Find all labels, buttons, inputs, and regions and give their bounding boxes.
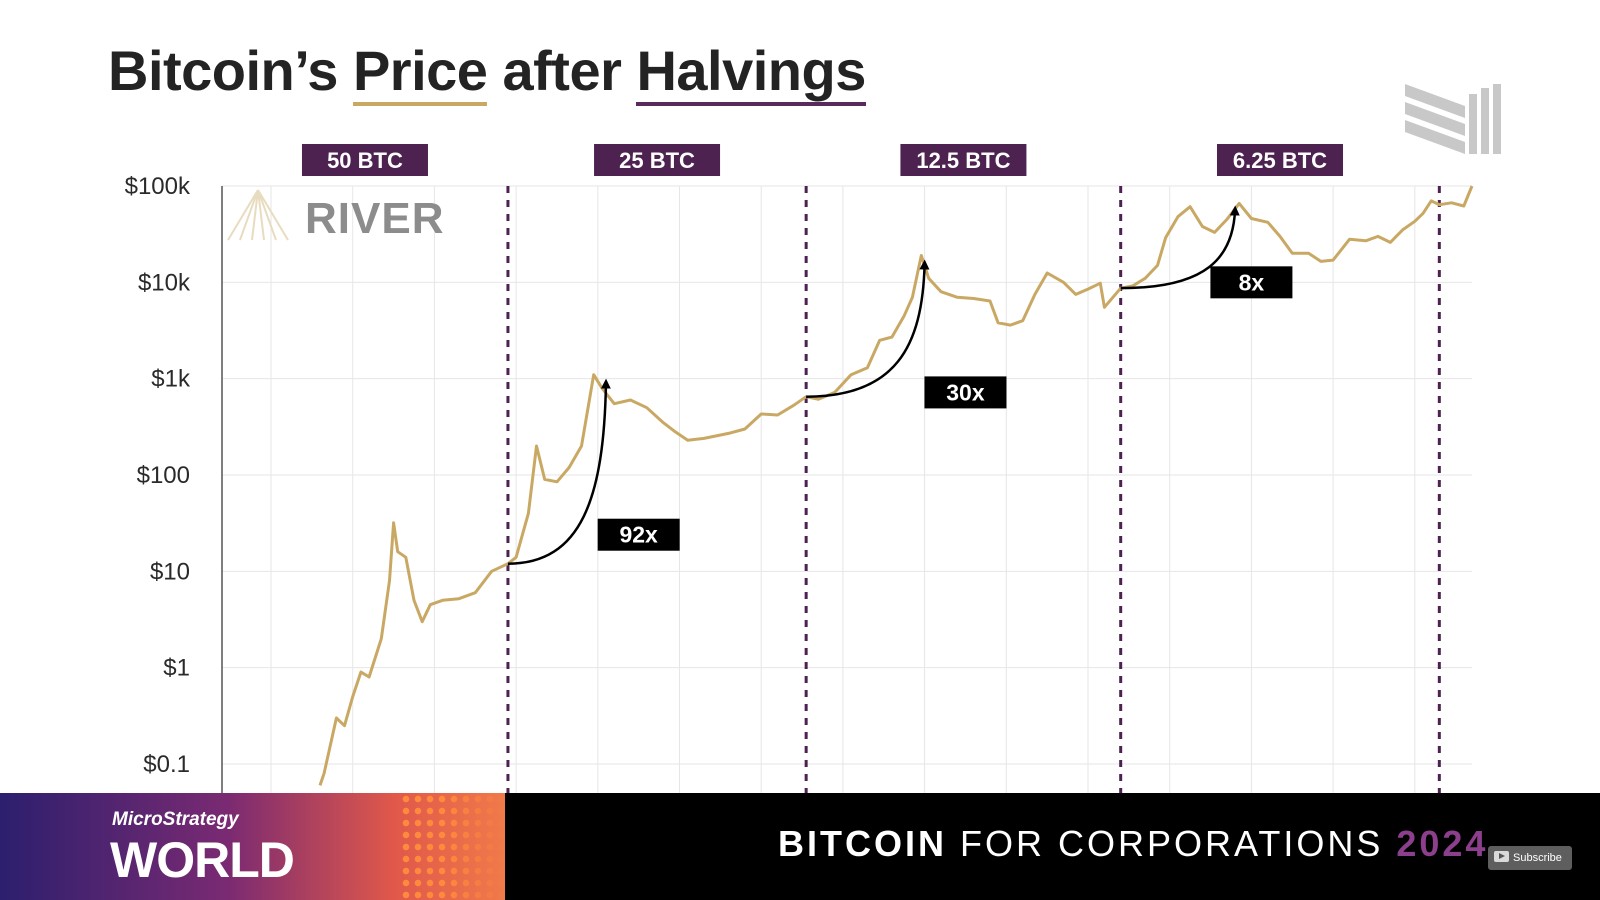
multiplier-arrows bbox=[507, 205, 1240, 565]
multiplier-label: 8x bbox=[1239, 269, 1265, 295]
event-name-bold: BITCOIN bbox=[778, 823, 947, 864]
era-label-box bbox=[1217, 144, 1344, 176]
multiplier-label: 92x bbox=[619, 522, 658, 548]
publisher-logo-icon bbox=[1405, 84, 1501, 154]
era-label-box bbox=[900, 144, 1027, 176]
chart-labels: $0.1 $1 $10 $100 $1k $10k $100k 50 BTC 25 BTC 12.… bbox=[125, 144, 1344, 778]
subscribe-button[interactable]: Subscribe bbox=[1488, 846, 1572, 870]
slide-title: Bitcoin’s Price after Halvings bbox=[108, 38, 866, 106]
multiplier-arrow bbox=[507, 378, 611, 565]
multiplier-box bbox=[597, 518, 680, 551]
title-word-price: Price bbox=[352, 39, 488, 106]
era-label-box bbox=[301, 144, 428, 176]
y-tick-label: $0.1 bbox=[143, 751, 190, 778]
multiplier-arrow bbox=[806, 259, 930, 398]
chart-grid bbox=[221, 185, 1472, 793]
multiplier-box bbox=[1210, 266, 1293, 299]
river-watermark-text: RIVER bbox=[305, 194, 444, 243]
river-watermark: RIVER bbox=[227, 189, 444, 243]
subscribe-label: Subscribe bbox=[1513, 852, 1562, 864]
title-word-halvings: Halvings bbox=[636, 39, 866, 106]
era-label: 6.25 BTC bbox=[1233, 148, 1327, 173]
y-tick-label: $100k bbox=[125, 173, 191, 200]
river-logo-icon bbox=[227, 189, 289, 241]
y-tick-label: $1 bbox=[163, 655, 190, 682]
youtube-icon bbox=[1494, 851, 1509, 862]
title-middle: after bbox=[487, 39, 637, 102]
footer-dot-pattern bbox=[400, 793, 510, 900]
event-name-rest: FOR CORPORATIONS bbox=[947, 823, 1397, 864]
era-label: 12.5 BTC bbox=[916, 148, 1010, 173]
title-start: Bitcoin’s bbox=[108, 39, 353, 102]
multiplier-label: 30x bbox=[946, 379, 985, 405]
price-line bbox=[318, 185, 1474, 786]
multiplier-box bbox=[924, 376, 1007, 409]
event-year: 2024 bbox=[1396, 823, 1489, 864]
era-label-box bbox=[594, 144, 721, 176]
y-tick-label: $10 bbox=[150, 558, 190, 585]
y-tick-label: $1k bbox=[151, 366, 191, 393]
era-label: 25 BTC bbox=[619, 148, 695, 173]
multiplier-arrow bbox=[1120, 205, 1240, 290]
y-tick-label: $100 bbox=[137, 462, 190, 489]
price-series bbox=[318, 185, 1474, 786]
y-tick-label: $10k bbox=[138, 269, 191, 296]
price-chart: RIVER $0.1 $1 $10 $100 $1k $10k $100k 50 BTC 25 … bbox=[125, 144, 1474, 793]
halving-lines bbox=[506, 186, 1441, 793]
event-name: BITCOIN FOR CORPORATIONS 2024 bbox=[778, 823, 1488, 865]
era-label: 50 BTC bbox=[327, 148, 403, 173]
event-footer-banner: MicroStrategy WORLD BITCOIN FOR CORPORAT… bbox=[0, 793, 1600, 900]
event-brand-large: WORLD bbox=[110, 832, 295, 888]
event-brand-small: MicroStrategy bbox=[112, 809, 239, 830]
